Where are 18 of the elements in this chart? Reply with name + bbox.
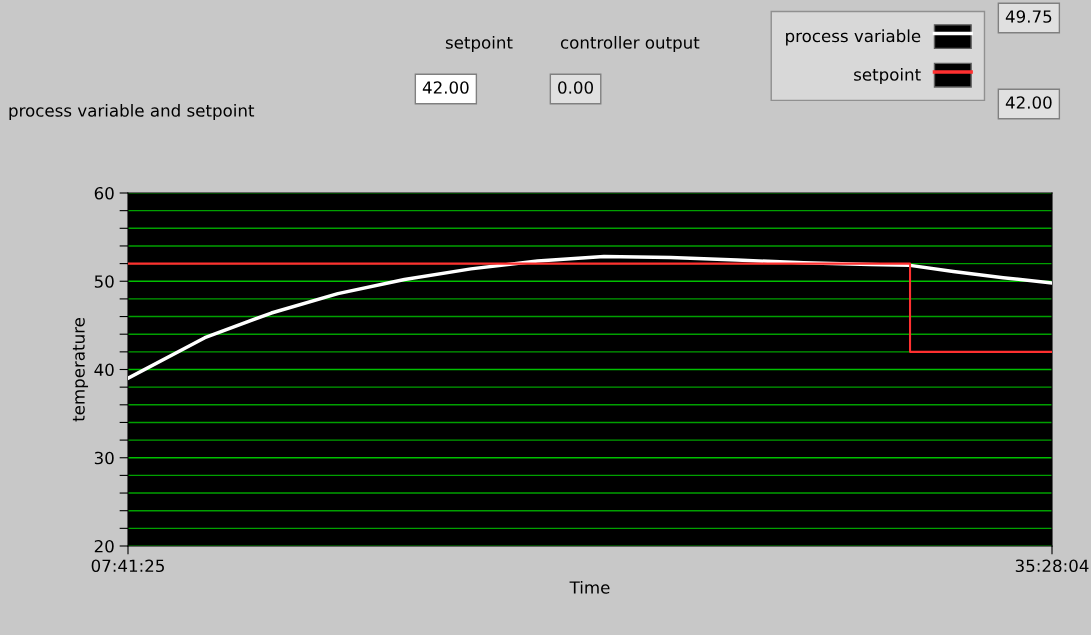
y-tick-label: 50 bbox=[94, 275, 114, 288]
text: 0.00 bbox=[558, 81, 593, 94]
text: 42.00 bbox=[1005, 96, 1052, 109]
y-tick-label: 20 bbox=[94, 539, 114, 553]
x-tick-label: 35:28:04 bbox=[1015, 559, 1089, 573]
text: 42.00 bbox=[422, 81, 469, 94]
text: setpoint bbox=[445, 35, 513, 53]
legend-label: setpoint bbox=[854, 67, 921, 85]
legend-label: process variable bbox=[786, 29, 921, 46]
y-tick-label: 60 bbox=[94, 186, 114, 200]
y-tick-label: 40 bbox=[94, 363, 114, 377]
x-tick-label: 07:41:25 bbox=[91, 559, 164, 573]
y-axis-title: temperature bbox=[72, 318, 89, 422]
x-axis-title: Time bbox=[569, 580, 610, 594]
text: controller output bbox=[560, 35, 700, 53]
y-tick-label: 30 bbox=[94, 451, 114, 465]
text: 49.75 bbox=[1005, 10, 1052, 23]
chart-title: process variable and setpoint bbox=[9, 103, 255, 121]
